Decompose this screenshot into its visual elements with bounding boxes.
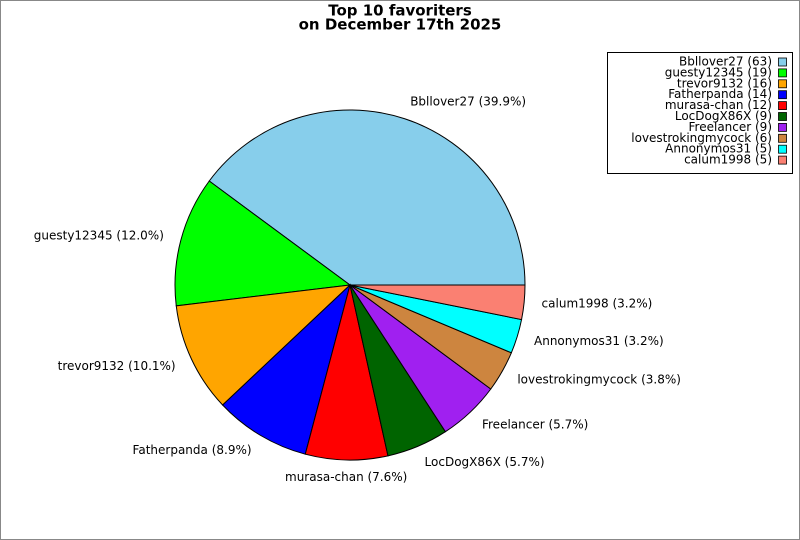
legend-swatch [778, 133, 787, 143]
legend-label: Annonymos31 (5) [665, 142, 772, 156]
legend-label: calum1998 (5) [684, 153, 772, 167]
legend-swatch [778, 90, 787, 100]
legend-swatch [778, 57, 787, 67]
legend-swatch [778, 101, 787, 110]
pie-slice [174, 180, 352, 307]
pie-slice [208, 109, 526, 286]
pie-slice [221, 283, 351, 455]
legend-swatch [778, 144, 787, 154]
legend-swatch [778, 68, 787, 78]
slice-label: LocDogX86X (5.7%) [425, 455, 545, 469]
legend-label: guesty12345 (19) [665, 65, 772, 79]
legend-label: murasa-chan (12) [665, 98, 772, 112]
legend-label: Fatherpanda (14) [668, 87, 772, 101]
legend-label: LocDogX86X (9) [675, 109, 772, 123]
chart-subtitle: on December 17th 2025 [299, 16, 502, 34]
slice-label: Bbllover27 (39.9%) [410, 95, 526, 109]
slice-label: Annonymos31 (3.2%) [534, 334, 664, 348]
legend-swatch [778, 79, 787, 89]
legend-label: Freelancer (9) [689, 120, 772, 134]
legend-swatch [778, 123, 787, 132]
legend-swatch [778, 155, 787, 165]
legend-label: lovestrokingmycock (6) [631, 131, 772, 145]
legend-swatch [778, 112, 787, 121]
pie-slice [175, 284, 352, 406]
slice-label: trevor9132 (10.1%) [58, 359, 176, 373]
slice-label: calum1998 (3.2%) [542, 297, 653, 311]
slice-label: lovestrokingmycock (3.8%) [517, 373, 681, 387]
pie-slice [349, 284, 526, 321]
legend-box [607, 52, 793, 174]
chart-title: Top 10 favoriters [328, 2, 472, 20]
slice-label: Fatherpanda (8.9%) [133, 443, 252, 457]
slice-label: murasa-chan (7.6%) [285, 470, 407, 484]
slice-label: guesty12345 (12.0%) [34, 228, 164, 242]
slice-label: Freelancer (5.7%) [482, 418, 588, 432]
legend-label: Bbllover27 (63) [679, 55, 772, 69]
legend-label: trevor9132 (16) [677, 76, 772, 90]
